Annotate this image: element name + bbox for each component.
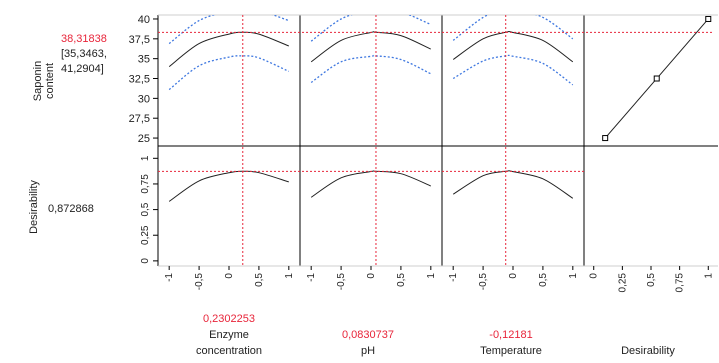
desirability-handle xyxy=(705,15,712,22)
current-value-markers[interactable] xyxy=(158,15,714,266)
x-tick-label: 0 xyxy=(366,273,377,279)
x-tick-label: 1 xyxy=(568,273,579,279)
x-tick-label: 0,25 xyxy=(617,273,628,293)
saponin-interval-high: 41,2904] xyxy=(61,63,104,75)
desirability-curve xyxy=(452,170,574,199)
x-tick-label: 0,5 xyxy=(254,273,265,287)
y-tick-label: 27,5 xyxy=(129,113,150,125)
saponin-label-line2: content xyxy=(44,63,56,99)
x-tick-label: -0,5 xyxy=(336,273,347,291)
x-tick-label: 1 xyxy=(284,273,295,279)
saponin-label-line1: Saponin xyxy=(32,61,44,101)
x-tick-label: -0,5 xyxy=(478,273,489,291)
axis-ticks: 25 27,5 30 32,5 35 37,5 40 0 0,25 0,5 0,75 1 -1 -0,5 0… xyxy=(129,14,715,292)
lower-confidence-band xyxy=(168,55,290,91)
y-tick-label: 0 xyxy=(140,258,151,264)
saponin-fit-curve xyxy=(452,30,574,63)
x-tick-label: 0,5 xyxy=(396,273,407,287)
saponin-panel-2 xyxy=(452,15,574,86)
desirability-handle xyxy=(653,75,660,82)
y-tick-label: 0,5 xyxy=(140,202,151,216)
y-tick-label: 0,25 xyxy=(140,225,151,245)
x-tick-label: 0 xyxy=(508,273,519,279)
enzyme-current-value: 0,2302253 xyxy=(203,313,255,325)
x-tick-label: 0 xyxy=(589,273,600,279)
enzyme-label-line2: concentration xyxy=(196,345,262,357)
response-curves xyxy=(168,15,712,202)
x-tick-label: 1 xyxy=(426,273,437,279)
desirability-curve xyxy=(168,170,289,202)
y-tick-label: 25 xyxy=(138,133,150,145)
saponin-fit-curve xyxy=(310,31,432,63)
saponin-interval-low: [35,3463, xyxy=(61,48,107,60)
x-tick-label: 1 xyxy=(703,273,714,279)
y-tick-label: 35 xyxy=(138,54,150,66)
ph-current-value: 0,0830737 xyxy=(342,329,394,341)
saponin-panel-1 xyxy=(310,15,432,84)
upper-confidence-band xyxy=(452,15,574,41)
saponin-fit-curve xyxy=(168,31,289,67)
x-tick-label: 0,5 xyxy=(538,273,549,287)
x-tick-label: 0 xyxy=(224,273,235,279)
x-tick-label: -1 xyxy=(164,273,175,282)
y-tick-label: 37,5 xyxy=(129,34,150,46)
lower-confidence-band xyxy=(452,54,574,86)
panel-grid xyxy=(157,14,718,267)
x-tick-label: 0,75 xyxy=(675,273,686,293)
lower-confidence-band xyxy=(310,54,432,84)
y-tick-label: 30 xyxy=(138,93,150,105)
y-tick-label: 1 xyxy=(140,155,151,161)
x-tick-label: 0,5 xyxy=(646,273,657,287)
temperature-label: Temperature xyxy=(480,345,542,357)
y-tick-label: 32,5 xyxy=(129,74,150,86)
temperature-current-value: -0,12181 xyxy=(489,329,532,341)
saponin-panel-0 xyxy=(168,15,290,91)
desirability-current-value: 0,872868 xyxy=(48,203,94,215)
desirability-label: Desirability xyxy=(28,180,40,234)
enzyme-label-line1: Enzyme xyxy=(209,329,249,341)
y-tick-label: 40 xyxy=(138,14,150,26)
desirability-curve xyxy=(310,170,431,198)
x-tick-label: -0,5 xyxy=(194,273,205,291)
upper-confidence-band xyxy=(310,15,432,42)
x-tick-label: -1 xyxy=(306,273,317,282)
desirability-axis-label: Desirability xyxy=(621,345,675,357)
desirability-handle xyxy=(602,135,609,142)
saponin-current-value: 38,31838 xyxy=(61,33,107,45)
ph-label: pH xyxy=(361,345,375,357)
y-tick-label: 0,75 xyxy=(140,174,151,194)
x-tick-label: -1 xyxy=(448,273,459,282)
